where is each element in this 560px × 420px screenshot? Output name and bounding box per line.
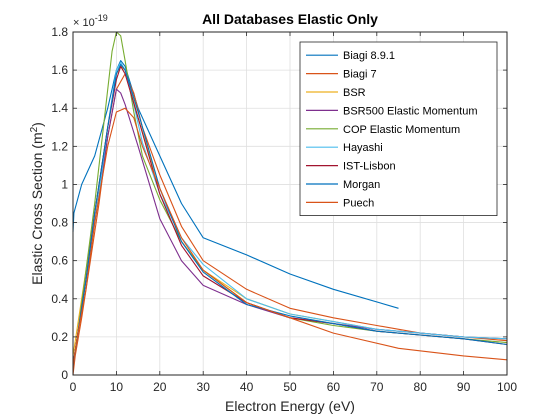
x-tick-label: 70 [370, 380, 384, 394]
series-lines [72, 31, 508, 376]
ticks: 0 10 20 30 40 50 60 70 80 90 100 0 0.2 0.4 0.6 0.8 1 1.2 1… [51, 25, 517, 394]
y-axis-label: Elastic Cross Section (m2) [29, 122, 45, 285]
x-tick-label: 20 [153, 380, 167, 394]
legend-label-2: Biagi 7 [343, 69, 377, 81]
y-tick-label: 1.8 [51, 25, 68, 39]
x-tick-label: 80 [414, 380, 428, 394]
y-tick-label: 0.6 [51, 254, 68, 268]
chart-title: All Databases Elastic Only [202, 11, 378, 27]
y-tick-label: 0.4 [51, 292, 68, 306]
x-tick-label: 40 [240, 380, 254, 394]
series-line-5 [72, 31, 508, 366]
legend: Biagi 8.9.1 Biagi 7 BSR BSR500 Elastic Mome… [299, 41, 498, 217]
series-line-2 [72, 73, 508, 376]
y-axis-label-sup: 2 [29, 126, 40, 132]
x-tick-label: 30 [197, 380, 211, 394]
y-tick-label: 0.2 [51, 330, 68, 344]
legend-label-4: BSR500 Elastic Momentum [343, 105, 478, 117]
y-tick-label: 1 [61, 177, 68, 191]
x-tick-label: 0 [70, 380, 77, 394]
x-tick-label: 60 [327, 380, 341, 394]
x-tick-label: 10 [110, 380, 124, 394]
y-axis-label-end: ) [29, 122, 45, 127]
y-axis-exponent: × 10-19 [73, 13, 108, 29]
legend-label-3: BSR [343, 87, 366, 99]
legend-label-1: Biagi 8.9.1 [343, 50, 395, 62]
y-tick-label: 1.4 [51, 101, 68, 115]
y-tick-label: 1.6 [51, 63, 68, 77]
legend-label-5: COP Elastic Momentum [343, 124, 460, 136]
y-tick-label: 0 [61, 368, 68, 382]
series-line-9 [72, 107, 508, 366]
y-exponent-power: -19 [95, 13, 108, 23]
x-axis-label: Electron Energy (eV) [225, 398, 355, 414]
y-tick-label: 0.8 [51, 216, 68, 230]
legend-label-6: Hayashi [343, 142, 383, 154]
legend-label-9: Puech [343, 197, 374, 209]
legend-label-7: IST-Lisbon [343, 161, 396, 173]
y-axis-label-text: Elastic Cross Section (m [29, 132, 45, 284]
legend-label-8: Morgan [343, 179, 380, 191]
x-tick-label: 90 [457, 380, 471, 394]
x-tick-label: 100 [497, 380, 517, 394]
y-exponent-base: × 10 [73, 17, 95, 29]
x-tick-label: 50 [283, 380, 297, 394]
y-tick-label: 1.2 [51, 139, 68, 153]
